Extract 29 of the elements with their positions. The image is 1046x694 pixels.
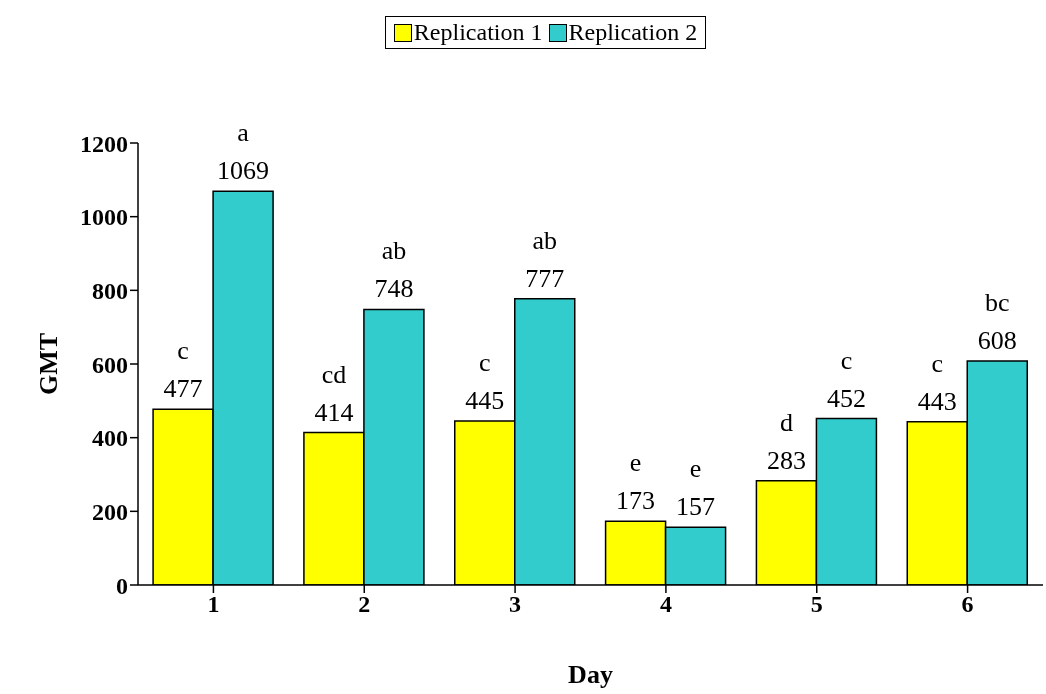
x-tick-label: 1 — [207, 591, 220, 618]
data-label: cd 414 — [314, 359, 354, 427]
data-label: ab 748 — [374, 236, 414, 304]
y-tick-label: 800 — [92, 277, 128, 304]
y-tick-label: 400 — [92, 425, 128, 452]
x-tick-label: 6 — [961, 591, 974, 618]
legend-label: Replication 1 — [412, 19, 543, 46]
data-label: c 452 — [826, 345, 866, 413]
data-label: e 173 — [616, 448, 656, 516]
y-tick-label: 1200 — [80, 130, 128, 157]
y-tick-label: 200 — [92, 498, 128, 525]
y-tick-label: 600 — [92, 351, 128, 378]
data-label: c 445 — [465, 348, 505, 416]
data-label: d 283 — [766, 407, 806, 475]
data-label: ab 777 — [525, 225, 565, 293]
data-label: e 157 — [676, 454, 716, 522]
x-tick-label: 4 — [659, 591, 672, 618]
data-label: a 1069 — [217, 118, 270, 186]
data-label: bc 608 — [977, 288, 1017, 356]
x-tick-label: 2 — [358, 591, 371, 618]
y-tick-label: 0 — [116, 572, 128, 599]
legend-label: Replication 2 — [567, 19, 698, 46]
data-label: c 443 — [917, 348, 957, 416]
x-tick-label: 3 — [509, 591, 522, 618]
x-axis-title: Day — [568, 660, 613, 689]
x-tick-label: 5 — [810, 591, 823, 618]
y-tick-label: 1000 — [80, 204, 128, 231]
data-label: c 477 — [163, 336, 203, 404]
y-axis-title: GMT — [34, 332, 64, 396]
